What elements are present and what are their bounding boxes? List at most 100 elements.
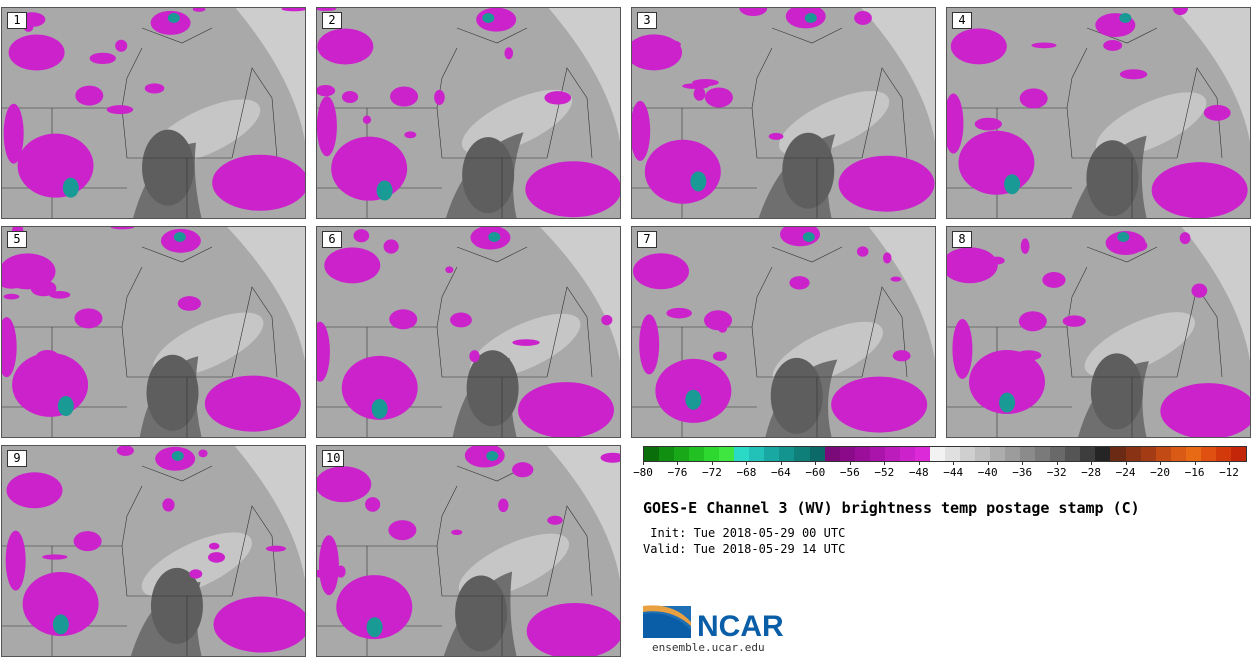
logo-arc [643,605,691,626]
panel-number: 4 [952,12,972,29]
colorbar-swatch [779,447,795,461]
colorbar-swatch [749,447,765,461]
ensemble-member-panel: 2 [316,7,621,219]
panel-number: 2 [322,12,342,29]
colorbar-swatch [1125,447,1141,461]
colorbar-swatch [809,447,825,461]
colorbar-swatch [644,447,660,461]
colorbar-swatch [914,447,930,461]
colorbar-swatch [1215,447,1231,461]
init-time: Init: Tue 2018-05-29 00 UTC [643,526,846,540]
colorbar-tick-label: −20 [1150,466,1170,479]
colorbar-tickmark [987,461,989,465]
colorbar-swatch [944,447,960,461]
panel-number: 1 [7,12,27,29]
colorbar-tickmark [1160,461,1162,465]
colorbar-swatch [1020,447,1036,461]
panel-number: 9 [7,450,27,467]
colorbar-swatch [975,447,991,461]
colorbar-tick-label: −60 [805,466,826,479]
colorbar-tickmark [884,461,886,465]
logo-url: ensemble.ucar.edu [652,641,765,654]
colorbar-swatch [1005,447,1021,461]
colorbar-tick-label: −44 [943,466,964,479]
colorbar-tick-label: −56 [839,466,860,479]
ncar-logo: NCAR [643,605,784,643]
colorbar-tick-label: −68 [736,466,757,479]
ensemble-member-panel: 5 [1,226,306,438]
panel-number: 10 [322,450,345,467]
colorbar-tickmark [1091,461,1093,465]
colorbar-swatch [1110,447,1126,461]
ensemble-member-panel: 1 [1,7,306,219]
colorbar-tickmark [1022,461,1024,465]
colorbar-tick-label: −76 [667,466,688,479]
colorbar-swatch [884,447,900,461]
panel-number: 6 [322,231,342,248]
colorbar-swatch [854,447,870,461]
ensemble-member-panel: 6 [316,226,621,438]
colorbar-swatch [824,447,840,461]
colorbar-tick-label: −80 [633,466,653,479]
logo-text: NCAR [697,610,784,643]
colorbar-swatch [990,447,1006,461]
colorbar-tickmark [1056,461,1058,465]
panel-number: 8 [952,231,972,248]
ensemble-member-panel: 4 [946,7,1251,219]
colorbar-tick-label: −72 [702,466,722,479]
colorbar-swatch [1185,447,1201,461]
colorbar-tickmark [643,461,644,465]
colorbar-tickmark [953,461,955,465]
colorbar-tick-label: −16 [1184,466,1205,479]
ensemble-member-panel: 9 [1,445,306,657]
logo-wave [643,613,691,638]
colorbar-tickmark [711,461,713,465]
colorbar-tick-label: −40 [977,466,998,479]
colorbar-tickmark [780,461,782,465]
valid-time: Valid: Tue 2018-05-29 14 UTC [643,542,846,556]
colorbar-swatch [839,447,855,461]
colorbar-swatch [704,447,720,461]
colorbar-swatch [734,447,750,461]
colorbar-swatch [899,447,915,461]
colorbar-tickmark [1125,461,1127,465]
colorbar-swatch [719,447,735,461]
colorbar-tick-label: −52 [874,466,895,479]
colorbar [643,446,1247,462]
colorbar-tick-label: −24 [1115,466,1136,479]
colorbar-swatch [659,447,675,461]
colorbar-swatch [764,447,780,461]
panel-number: 5 [7,231,27,248]
colorbar-swatch [1095,447,1111,461]
colorbar-swatch [929,447,945,461]
colorbar-swatch [689,447,705,461]
colorbar-tickmark [677,461,679,465]
panel-number: 7 [637,231,657,248]
colorbar-tick-label: −32 [1046,466,1067,479]
ensemble-member-panel: 7 [631,226,936,438]
colorbar-swatch [794,447,810,461]
colorbar-tick-label: −28 [1081,466,1102,479]
colorbar-tick-label: −48 [908,466,929,479]
colorbar-tickmark [918,461,920,465]
colorbar-swatch [869,447,885,461]
colorbar-swatch [959,447,976,461]
colorbar-tickmark [1229,461,1230,465]
colorbar-tick-label: −64 [770,466,791,479]
colorbar-tickmark [815,461,817,465]
colorbar-swatch [1035,447,1051,461]
ensemble-member-panel: 3 [631,7,936,219]
colorbar-tickmark [849,461,851,465]
chart-title: GOES-E Channel 3 (WV) brightness temp po… [643,499,1140,517]
colorbar-swatch [1200,447,1216,461]
colorbar-swatch [1050,447,1066,461]
colorbar-swatch [1230,447,1246,461]
colorbar-swatch [1065,447,1081,461]
colorbar-swatch [1170,447,1186,461]
ensemble-member-panel: 10 [316,445,621,657]
panel-number: 3 [637,12,657,29]
colorbar-tick-label: −12 [1219,466,1239,479]
colorbar-swatch [1140,447,1156,461]
colorbar-swatch [1155,447,1171,461]
colorbar-tick-label: −36 [1012,466,1033,479]
